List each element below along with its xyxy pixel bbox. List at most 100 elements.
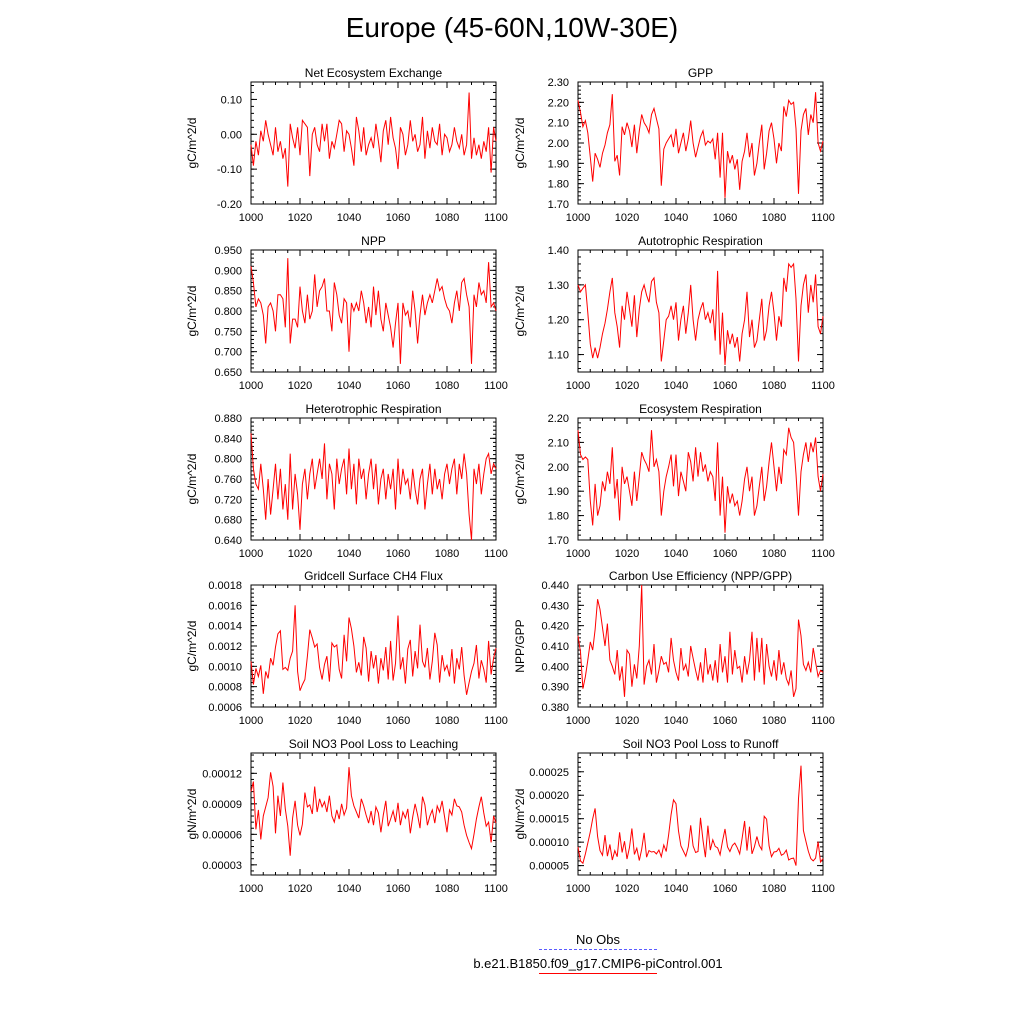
panel-title: NPP <box>361 234 386 248</box>
y-tick-label: 0.00 <box>221 129 242 141</box>
x-tick-label: 1060 <box>386 380 410 392</box>
series-line <box>250 767 497 856</box>
series-line <box>577 427 824 533</box>
y-tick-label: 0.390 <box>541 682 569 694</box>
y-tick-label: 0.640 <box>214 535 242 547</box>
x-tick-label: 1000 <box>239 883 263 895</box>
plot-frame <box>577 417 824 541</box>
x-tick-label: 1000 <box>566 212 590 224</box>
x-tick-label: 1060 <box>386 883 410 895</box>
y-axis-label: gN/m^2/d <box>185 789 199 840</box>
series-line <box>250 433 497 541</box>
legend-obs-line <box>539 949 657 950</box>
x-tick-label: 1060 <box>713 548 737 560</box>
y-tick-label: 0.00009 <box>202 799 242 811</box>
x-tick-label: 1000 <box>566 883 590 895</box>
y-tick-label: 0.430 <box>541 600 569 612</box>
panel-title: Carbon Use Efficiency (NPP/GPP) <box>609 569 792 583</box>
y-tick-label: 1.10 <box>548 350 569 362</box>
y-tick-label: 0.0014 <box>208 621 242 633</box>
x-tick-label: 1080 <box>762 212 786 224</box>
y-tick-label: 1.80 <box>548 179 569 191</box>
legend: No Obs b.e21.B1850.f09_g17.CMIP6-piContr… <box>440 932 756 980</box>
legend-model-label: b.e21.B1850.f09_g17.CMIP6-piControl.001 <box>473 956 723 971</box>
x-tick-label: 1020 <box>615 715 639 727</box>
y-tick-label: 2.10 <box>548 118 569 130</box>
x-tick-label: 1040 <box>337 715 361 727</box>
y-tick-label: 2.00 <box>548 462 569 474</box>
plot-frame <box>577 584 824 708</box>
series-line <box>250 92 497 187</box>
y-tick-label: 0.700 <box>214 347 242 359</box>
y-tick-label: 0.00010 <box>529 837 569 849</box>
panel-8: Carbon Use Efficiency (NPP/GPP) 1000 1020 1… <box>513 569 835 727</box>
x-tick-label: 1020 <box>288 883 312 895</box>
x-tick-label: 1000 <box>239 212 263 224</box>
y-axis-label: gN/m^2/d <box>513 789 527 840</box>
y-axis-label: gC/m^2/d <box>185 621 199 672</box>
y-tick-label: 0.0006 <box>208 702 242 714</box>
y-tick-label: 0.00015 <box>529 814 569 826</box>
series-line <box>577 92 824 198</box>
panel-title: Autotrophic Respiration <box>638 234 763 248</box>
panel-title: Net Ecosystem Exchange <box>305 66 443 80</box>
x-tick-label: 1100 <box>484 380 508 392</box>
panel-9: Soil NO3 Pool Loss to Leaching 1000 1020 10… <box>185 737 508 895</box>
y-tick-label: 0.950 <box>214 245 242 257</box>
y-tick-label: 0.840 <box>214 433 242 445</box>
y-tick-label: 0.750 <box>214 326 242 338</box>
series-line <box>250 258 497 364</box>
y-tick-label: 0.680 <box>214 515 242 527</box>
y-tick-label: 0.00012 <box>202 768 242 780</box>
y-tick-label: 1.30 <box>548 280 569 292</box>
x-tick-label: 1080 <box>762 380 786 392</box>
y-tick-label: 0.650 <box>214 367 242 379</box>
x-tick-label: 1020 <box>288 715 312 727</box>
y-axis-label: gC/m^2/d <box>185 118 199 169</box>
x-tick-label: 1060 <box>386 715 410 727</box>
x-tick-label: 1060 <box>386 212 410 224</box>
y-tick-label: 2.20 <box>548 413 569 425</box>
x-tick-label: 1080 <box>435 883 459 895</box>
x-tick-label: 1100 <box>484 548 508 560</box>
series-line <box>577 584 824 697</box>
legend-obs-label: No Obs <box>575 932 621 947</box>
y-tick-label: 1.70 <box>548 199 569 211</box>
y-tick-label: 1.80 <box>548 511 569 523</box>
y-tick-label: 1.70 <box>548 535 569 547</box>
panel-3: NPP 1000 1020 1040 1060 1080 1100 0.650 0.700 0.7… <box>185 234 508 392</box>
x-tick-label: 1020 <box>288 548 312 560</box>
series-line <box>577 765 824 866</box>
x-tick-label: 1080 <box>762 548 786 560</box>
series-line <box>250 605 497 695</box>
x-tick-label: 1100 <box>811 380 835 392</box>
x-tick-label: 1100 <box>811 883 835 895</box>
y-tick-label: 2.30 <box>548 77 569 89</box>
y-axis-label: gC/m^2/d <box>513 118 527 169</box>
y-tick-label: -0.20 <box>217 199 242 211</box>
y-axis-label: gC/m^2/d <box>185 286 199 337</box>
panel-2: GPP 1000 1020 1040 1060 1080 1100 1.70 1.80 1.90 2… <box>513 66 835 224</box>
panel-10: Soil NO3 Pool Loss to Runoff 1000 1020 1040… <box>513 737 835 895</box>
x-tick-label: 1040 <box>664 212 688 224</box>
plot-frame <box>250 584 497 708</box>
y-tick-label: 2.20 <box>548 97 569 109</box>
y-tick-label: 0.0018 <box>208 580 242 592</box>
x-tick-label: 1040 <box>664 715 688 727</box>
y-axis-label: NPP/GPP <box>513 619 527 672</box>
x-tick-label: 1080 <box>435 715 459 727</box>
y-tick-label: 1.90 <box>548 158 569 170</box>
y-tick-label: 1.90 <box>548 486 569 498</box>
x-tick-label: 1100 <box>484 212 508 224</box>
x-tick-label: 1040 <box>337 212 361 224</box>
y-tick-label: 0.800 <box>214 306 242 318</box>
y-tick-label: 0.410 <box>541 641 569 653</box>
plot-frame <box>577 81 824 205</box>
y-tick-label: 1.40 <box>548 245 569 257</box>
y-tick-label: 0.00003 <box>202 860 242 872</box>
x-tick-label: 1000 <box>239 380 263 392</box>
x-tick-label: 1080 <box>762 883 786 895</box>
x-tick-label: 1060 <box>386 548 410 560</box>
y-tick-label: 0.00006 <box>202 829 242 841</box>
